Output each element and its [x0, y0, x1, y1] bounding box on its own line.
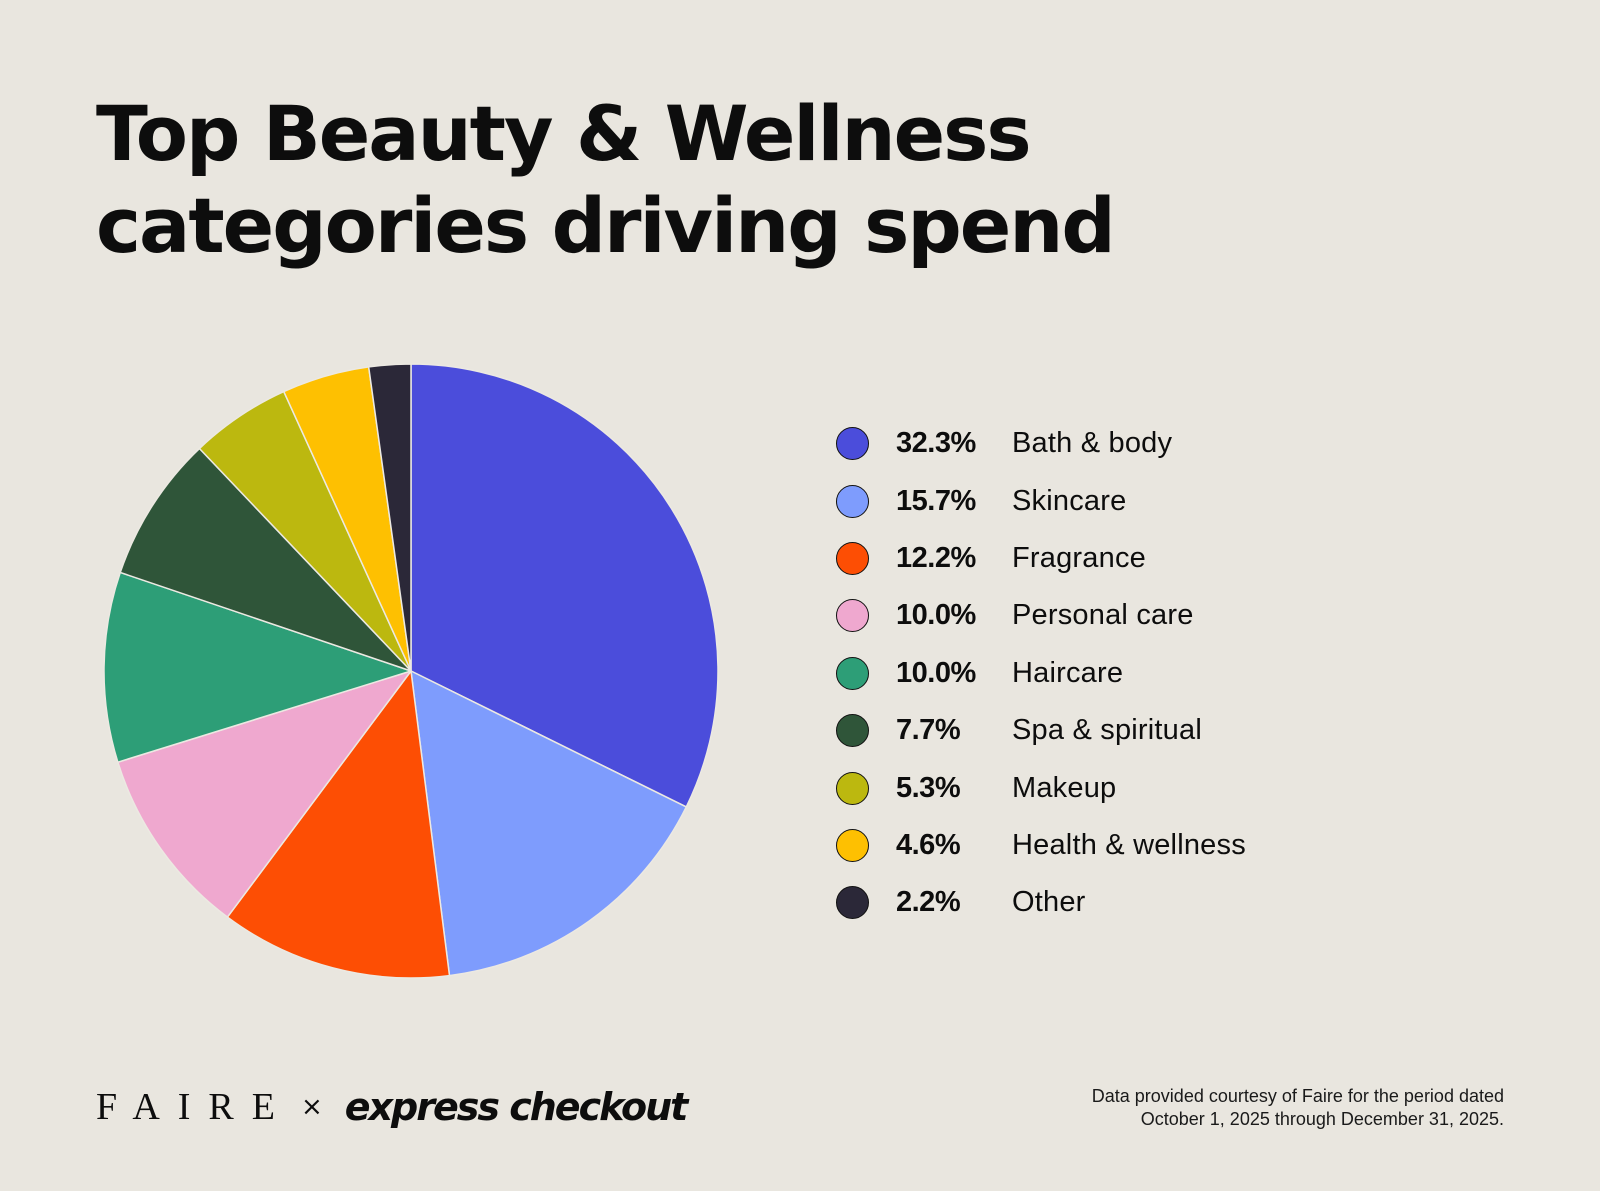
- note-line-1: Data provided courtesy of Faire for the …: [1091, 1086, 1504, 1106]
- legend-label-makeup: Makeup: [1012, 771, 1117, 804]
- legend-item-makeup: 5.3% Makeup: [836, 759, 1246, 816]
- pie-slice-other: [367, 363, 412, 672]
- legend-swatch-personal-care: [836, 599, 869, 633]
- legend-label-skincare: Skincare: [1012, 484, 1127, 517]
- pie-slice-spa-spiritual: [119, 447, 412, 672]
- legend-swatch-fragrance: [836, 541, 869, 575]
- faire-logo: FAIRE: [96, 1086, 293, 1128]
- express-checkout-logo: express checkout: [344, 1085, 689, 1129]
- title-line-1: Top Beauty & Wellness: [96, 89, 1032, 178]
- legend-percent-makeup: 5.3%: [896, 771, 961, 804]
- data-source-note: Data provided courtesy of Faire for the …: [1092, 1085, 1504, 1131]
- pie-slice-haircare: [103, 571, 412, 763]
- legend-swatch-bath-body: [836, 427, 869, 461]
- legend-item-other: 2.2% Other: [836, 874, 1246, 931]
- legend-label-health-wellness: Health & wellness: [1012, 828, 1246, 861]
- legend-swatch-other: [836, 886, 869, 920]
- legend-percent-fragrance: 12.2%: [896, 541, 976, 574]
- legend-label-fragrance: Fragrance: [1012, 541, 1146, 574]
- legend-swatch-spa-spiritual: [836, 714, 869, 748]
- legend-swatch-haircare: [836, 656, 869, 690]
- legend-item-personal-care: 10.0% Personal care: [836, 587, 1246, 644]
- pie-slice-personal-care: [117, 670, 412, 918]
- legend-percent-personal-care: 10.0%: [896, 599, 976, 632]
- title-line-2: categories driving spend: [96, 181, 1116, 270]
- legend-item-haircare: 10.0% Haircare: [836, 645, 1246, 702]
- legend-label-bath-body: Bath & body: [1012, 427, 1173, 460]
- pie-slice-skincare: [410, 670, 688, 977]
- legend-label-haircare: Haircare: [1012, 656, 1124, 689]
- note-line-2: October 1, 2025 through December 31, 202…: [1140, 1109, 1504, 1129]
- legend: 32.3% Bath & body 15.7% Skincare 12.2% Fragra…: [836, 415, 1246, 932]
- pie-slice-fragrance: [226, 670, 451, 979]
- legend-percent-bath-body: 32.3%: [896, 427, 976, 460]
- legend-percent-haircare: 10.0%: [896, 656, 976, 689]
- times-icon: ×: [300, 1092, 323, 1122]
- legend-label-spa-spiritual: Spa & spiritual: [1012, 714, 1202, 747]
- legend-label-personal-care: Personal care: [1012, 599, 1194, 632]
- legend-percent-health-wellness: 4.6%: [896, 828, 961, 861]
- legend-item-bath-body: 32.3% Bath & body: [836, 415, 1246, 472]
- legend-swatch-health-wellness: [836, 828, 869, 862]
- legend-percent-spa-spiritual: 7.7%: [896, 714, 961, 747]
- legend-swatch-skincare: [836, 484, 869, 518]
- pie-slice-bath-body: [410, 363, 719, 808]
- pie-chart: [103, 363, 719, 979]
- legend-swatch-makeup: [836, 771, 869, 805]
- legend-item-spa-spiritual: 7.7% Spa & spiritual: [836, 702, 1246, 759]
- legend-percent-skincare: 15.7%: [896, 484, 976, 517]
- legend-item-fragrance: 12.2% Fragrance: [836, 530, 1246, 587]
- page-title: Top Beauty & Wellness categories driving…: [96, 88, 1296, 272]
- legend-label-other: Other: [1012, 886, 1086, 919]
- legend-item-skincare: 15.7% Skincare: [836, 472, 1246, 529]
- legend-item-health-wellness: 4.6% Health & wellness: [836, 817, 1246, 874]
- footer-brand: FAIRE × express checkout: [96, 1082, 689, 1132]
- legend-percent-other: 2.2%: [896, 886, 961, 919]
